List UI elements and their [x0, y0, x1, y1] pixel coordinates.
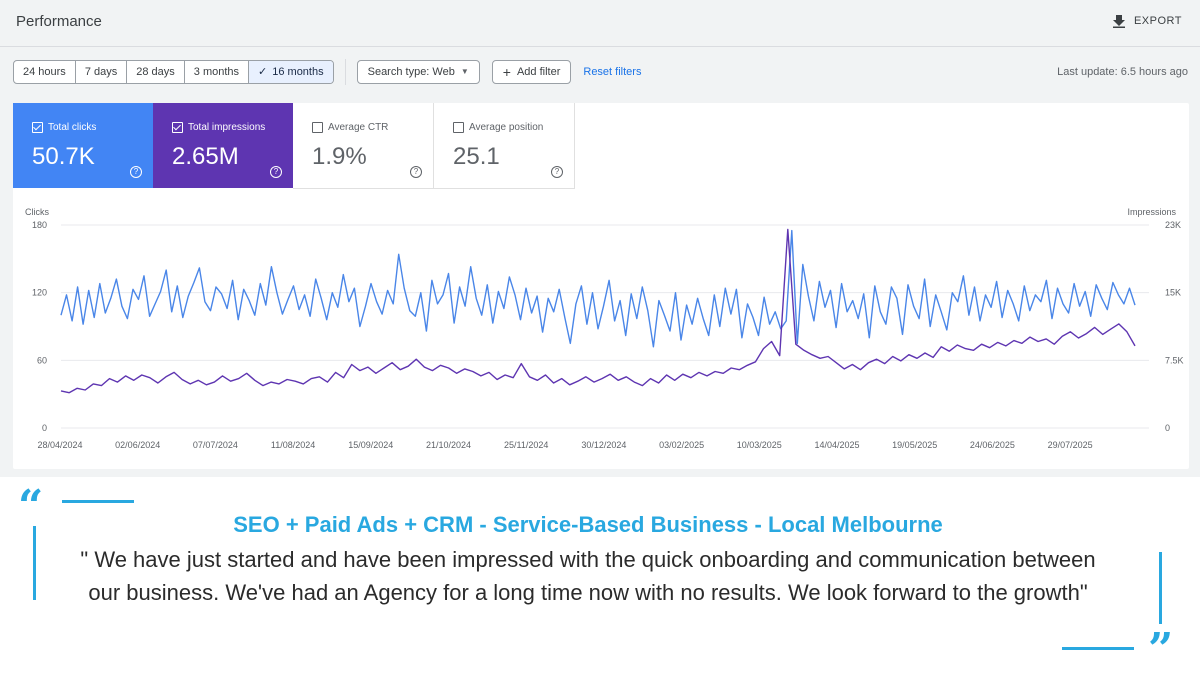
x-tick-label: 25/11/2024 — [504, 440, 548, 450]
close-quote-icon: ” — [1148, 624, 1174, 675]
metric-cards: Total clicks 50.7K ? Total impressions 2… — [13, 103, 575, 189]
performance-panel: Clicks Impressions 180 23K 120 15K 60 7.5K 0 0 28/… — [13, 103, 1189, 469]
range-16-months[interactable]: ✓ 16 months — [249, 61, 333, 83]
checkbox-icon[interactable] — [172, 122, 183, 133]
download-icon — [1112, 15, 1125, 28]
range-24-hours[interactable]: 24 hours — [14, 61, 76, 83]
check-icon: ✓ — [258, 66, 268, 78]
left-tick-label: 120 — [32, 288, 47, 298]
last-update-text: Last update: 6.5 hours ago — [1057, 66, 1188, 78]
x-tick-label: 10/03/2025 — [737, 440, 782, 450]
x-tick-label: 24/06/2025 — [970, 440, 1015, 450]
page-title: Performance — [16, 13, 102, 30]
reset-filters-link[interactable]: Reset filters — [583, 66, 642, 78]
metric-value: 2.65M — [172, 143, 239, 170]
x-tick-label: 19/05/2025 — [892, 440, 937, 450]
testimonial-headline: SEO + Paid Ads + CRM - Service-Based Bus… — [233, 512, 943, 537]
add-filter-label: Add filter — [516, 66, 561, 78]
range-7-days[interactable]: 7 days — [76, 61, 128, 83]
export-button[interactable]: EXPORT — [1112, 14, 1182, 28]
export-label: EXPORT — [1133, 15, 1182, 27]
x-tick-label: 28/04/2024 — [37, 440, 82, 450]
metric-label: Total clicks — [48, 122, 97, 133]
top-bar: Performance EXPORT — [0, 0, 1200, 47]
x-tick-label: 30/12/2024 — [581, 440, 626, 450]
x-tick-label: 07/07/2024 — [193, 440, 238, 450]
metric-card-total-clicks[interactable]: Total clicks 50.7K ? — [13, 103, 153, 188]
left-tick-label: 180 — [32, 220, 47, 230]
left-axis-title: Clicks — [25, 207, 49, 217]
right-tick-label: 15K — [1165, 288, 1181, 298]
range-28-days[interactable]: 28 days — [127, 61, 185, 83]
range-16-months-label: 16 months — [272, 66, 324, 78]
caret-down-icon: ▼ — [460, 67, 469, 76]
metric-card-average-ctr[interactable]: Average CTR 1.9% ? — [293, 103, 434, 189]
testimonial-quote: " We have just started and have been imp… — [80, 547, 1096, 605]
metric-card-average-position[interactable]: Average position 25.1 ? — [434, 103, 575, 189]
x-tick-label: 29/07/2025 — [1048, 440, 1093, 450]
x-tick-label: 02/06/2024 — [115, 440, 160, 450]
left-tick-label: 60 — [37, 355, 47, 365]
right-axis-title: Impressions — [1127, 207, 1176, 217]
help-icon[interactable]: ? — [270, 166, 282, 178]
decorative-line — [33, 526, 36, 600]
performance-chart: Clicks Impressions 180 23K 120 15K 60 7.5K 0 0 28/… — [25, 207, 1184, 450]
metric-label: Average position — [469, 122, 544, 133]
metric-card-total-impressions[interactable]: Total impressions 2.65M ? — [153, 103, 293, 188]
x-tick-label: 14/04/2025 — [814, 440, 859, 450]
help-icon[interactable]: ? — [410, 166, 422, 178]
x-tick-label: 21/10/2024 — [426, 440, 471, 450]
help-icon[interactable]: ? — [551, 166, 563, 178]
help-icon[interactable]: ? — [130, 166, 142, 178]
x-tick-label: 03/02/2025 — [659, 440, 704, 450]
search-type-dropdown[interactable]: Search type: Web ▼ — [356, 60, 480, 84]
add-filter-button[interactable]: + Add filter — [491, 60, 572, 84]
decorative-line — [1062, 647, 1134, 650]
checkbox-icon[interactable] — [312, 122, 323, 133]
metric-label: Total impressions — [188, 122, 266, 133]
impressions-series-line — [60, 228, 1136, 394]
range-3-months[interactable]: 3 months — [185, 61, 250, 83]
metric-label: Average CTR — [328, 122, 389, 133]
decorative-line — [1159, 552, 1162, 624]
filter-bar: 24 hours 7 days 28 days 3 months ✓ 16 mon… — [13, 59, 642, 85]
x-tick-label: 11/08/2024 — [271, 440, 315, 450]
right-tick-label: 23K — [1165, 220, 1181, 230]
clicks-series-line — [60, 229, 1136, 348]
open-quote-icon: “ — [18, 481, 44, 532]
metric-value: 50.7K — [32, 143, 95, 170]
metric-value: 1.9% — [312, 143, 367, 170]
left-tick-label: 0 — [42, 423, 47, 433]
date-range-selector: 24 hours 7 days 28 days 3 months ✓ 16 mon… — [13, 60, 334, 84]
checkbox-icon[interactable] — [453, 122, 464, 133]
decorative-line — [62, 500, 134, 503]
metric-value: 25.1 — [453, 143, 500, 170]
right-tick-label: 7.5K — [1165, 355, 1184, 365]
checkbox-icon[interactable] — [32, 122, 43, 133]
search-type-label: Search type: Web — [367, 66, 455, 78]
plus-icon: + — [502, 64, 511, 80]
right-tick-label: 0 — [1165, 423, 1170, 433]
divider — [344, 59, 346, 85]
x-tick-label: 15/09/2024 — [348, 440, 393, 450]
